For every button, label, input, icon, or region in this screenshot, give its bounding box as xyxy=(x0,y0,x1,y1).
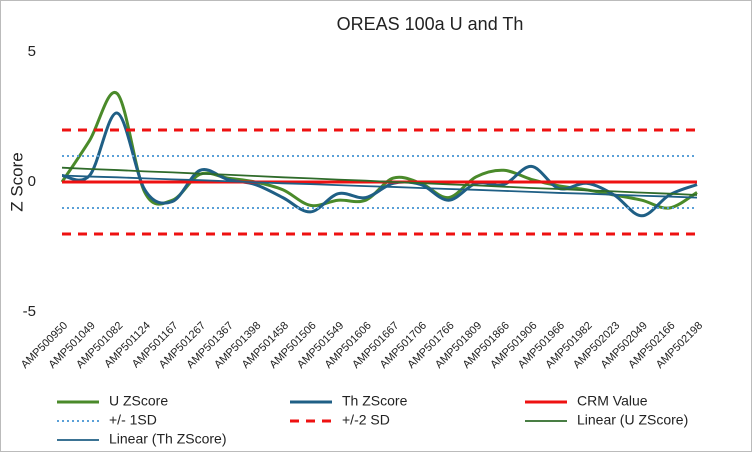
trend-line xyxy=(61,166,698,196)
chart-title: OREAS 100a U and Th xyxy=(337,14,524,34)
y-tick-label: -5 xyxy=(23,303,36,320)
y-tick-label: 5 xyxy=(28,43,36,60)
legend-label: Linear (Th ZScore) xyxy=(109,431,226,447)
y-tick-label: 0 xyxy=(28,173,36,190)
legend-label: Linear (U ZScore) xyxy=(577,412,688,428)
y-axis-label: Z Score xyxy=(7,152,26,212)
trend-line xyxy=(61,174,698,199)
legend-label: CRM Value xyxy=(577,393,648,409)
legend-label: +/-2 SD xyxy=(342,412,390,428)
legend-label: U ZScore xyxy=(109,393,168,409)
legend-label: Th ZScore xyxy=(342,393,408,409)
legend-label: +/- 1SD xyxy=(109,412,157,428)
